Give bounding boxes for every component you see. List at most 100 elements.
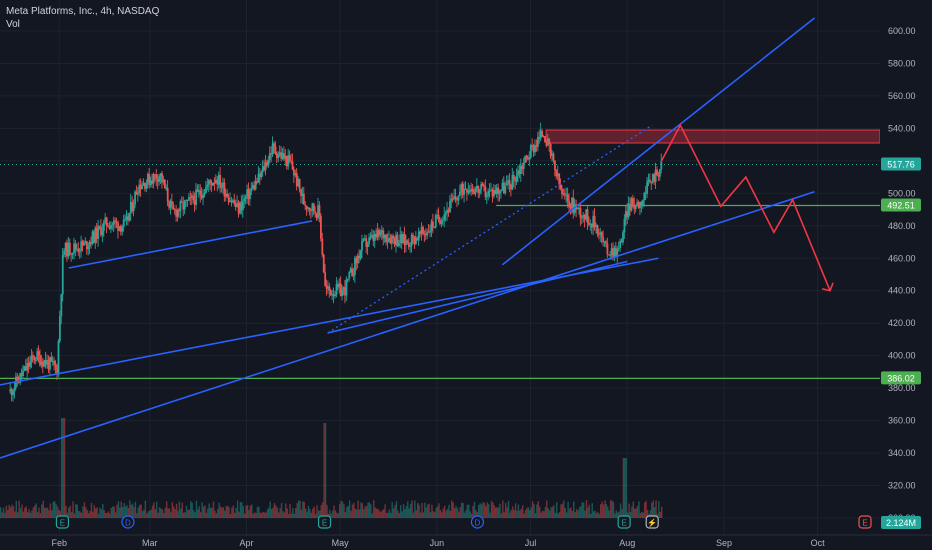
volume-bar (449, 510, 452, 518)
candle (305, 205, 308, 209)
candle (592, 216, 595, 228)
volume-bar (209, 507, 212, 518)
volume-bar (246, 505, 249, 518)
volume-bar (407, 501, 409, 518)
volume-bar (439, 509, 442, 518)
candle (32, 355, 34, 357)
candle (542, 136, 545, 138)
volume-bar (214, 510, 216, 518)
candle (451, 198, 454, 200)
volume-bar (287, 513, 290, 518)
price-axis (880, 0, 932, 535)
candle (325, 285, 328, 289)
candle (365, 238, 368, 247)
volume-bar (385, 513, 388, 518)
volume-bar (102, 503, 104, 518)
candle (230, 200, 233, 203)
volume-bar (251, 504, 253, 518)
volume-bar (475, 509, 477, 518)
volume-bar (441, 512, 443, 518)
candle (44, 359, 47, 365)
volume-bar (204, 505, 206, 518)
volume-bar (201, 502, 203, 518)
candle (603, 241, 606, 243)
volume-bar (309, 509, 311, 518)
volume-bar (382, 509, 385, 518)
candle (307, 207, 310, 209)
volume-bar (493, 505, 496, 518)
candle (429, 231, 432, 233)
volume-bar (592, 511, 595, 518)
candle (337, 284, 339, 288)
candle (192, 195, 195, 201)
candle (9, 389, 12, 392)
candle (94, 227, 97, 243)
price-label-box (881, 198, 921, 212)
volume-bar (390, 512, 392, 518)
candle (112, 220, 115, 225)
candle (185, 199, 188, 201)
candle (312, 203, 315, 212)
candle (576, 207, 579, 210)
candle (270, 153, 273, 155)
forecast-arrowhead (821, 282, 834, 292)
candle (328, 286, 331, 291)
volume-bar (442, 508, 444, 518)
volume-bar (391, 502, 393, 518)
volume-bar (307, 505, 310, 518)
volume-bar (326, 504, 328, 518)
candle (593, 216, 596, 227)
candle (388, 238, 390, 241)
volume-bar (425, 507, 427, 518)
volume-bar (629, 511, 632, 518)
candle (426, 231, 429, 236)
volume-bar (82, 506, 84, 518)
volume-bar (96, 507, 98, 518)
candle (498, 191, 501, 194)
volume-bar (400, 505, 402, 518)
candle (348, 272, 351, 279)
candle (74, 243, 77, 249)
event-marker-label: D (125, 519, 131, 528)
candle (522, 162, 525, 169)
volume-bar (587, 507, 589, 518)
candle (634, 205, 637, 210)
candle (142, 182, 145, 186)
candle (427, 231, 430, 233)
volume-bar (395, 501, 398, 518)
volume-bar (68, 507, 70, 518)
candle (17, 381, 20, 383)
candle (495, 187, 498, 195)
candle (605, 241, 607, 244)
candle (531, 145, 534, 147)
candle (302, 193, 305, 205)
volume-bar (615, 510, 618, 518)
volume-bar (225, 506, 227, 518)
volume-bar (41, 504, 43, 518)
candle (644, 192, 647, 194)
dotted-trendline (327, 124, 653, 334)
candle (284, 155, 287, 160)
volume-bar (500, 513, 503, 518)
volume-bar (604, 500, 606, 518)
x-tick-label: Aug (619, 538, 635, 548)
candle (215, 179, 217, 183)
candle (361, 240, 363, 251)
candle (322, 254, 325, 273)
volume-label: Vol (6, 19, 20, 30)
candle (412, 234, 414, 237)
volume-bar (114, 512, 117, 518)
volume-bar (456, 507, 459, 518)
volume-bar (207, 508, 209, 518)
candle (386, 240, 389, 243)
candle (87, 246, 90, 250)
volume-bar (434, 512, 436, 518)
volume-bar (357, 500, 359, 518)
volume-bar (607, 506, 609, 518)
candle (81, 241, 84, 246)
candle (549, 143, 552, 156)
candle (105, 217, 108, 226)
candle (633, 204, 636, 210)
